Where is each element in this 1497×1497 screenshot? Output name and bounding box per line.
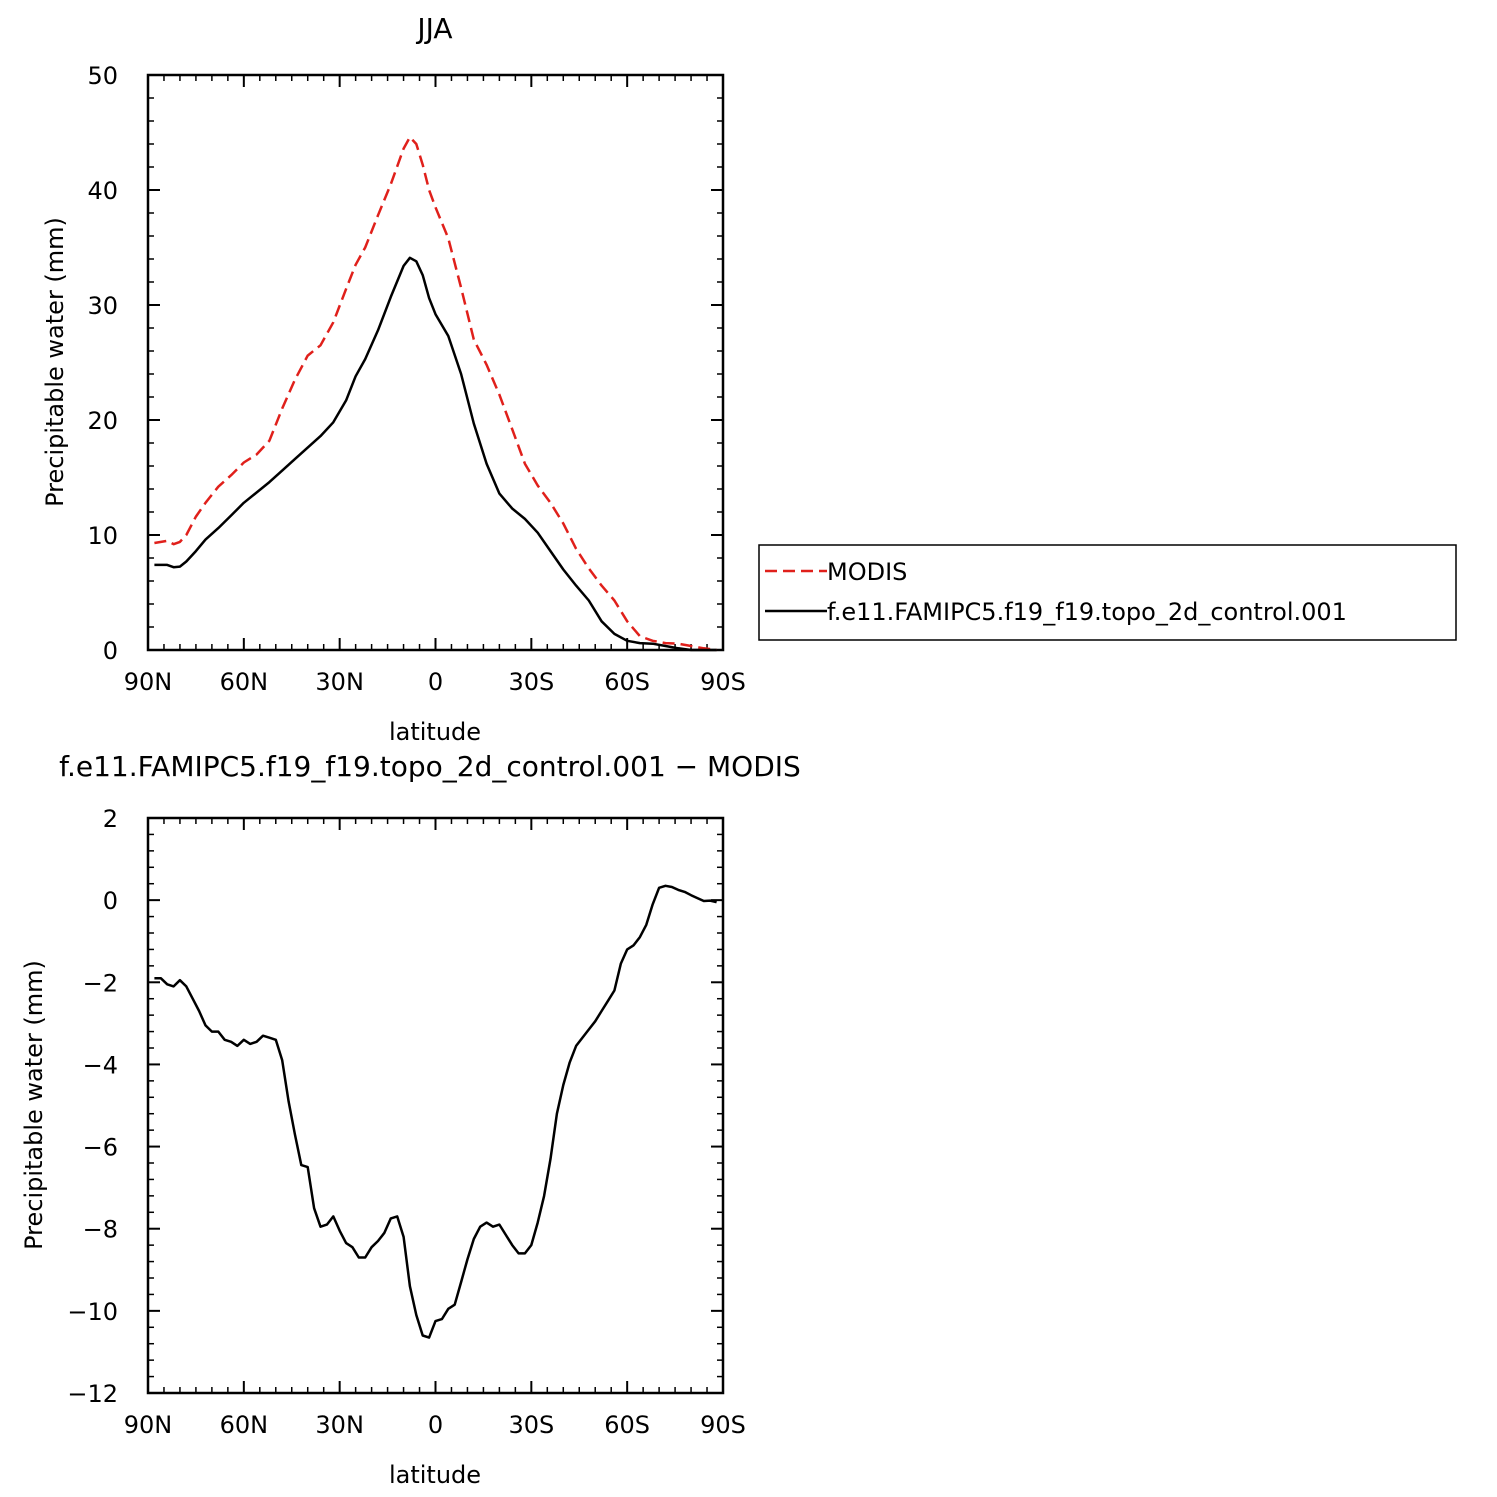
top-x-axis-title: latitude	[389, 718, 481, 746]
bottom-y-tick-label: −4	[83, 1051, 118, 1079]
bottom-panel: f.e11.FAMIPC5.f19_f19.topo_2d_control.00…	[20, 750, 801, 1489]
top-axis-ticks: 90N 60N 30N 0 30S 60S 90S 0 10 20 30 40 50	[87, 62, 745, 696]
bottom-series-line-0	[154, 884, 717, 1339]
bottom-y-tick-label: −6	[83, 1134, 118, 1162]
top-y-tick-label: 0	[103, 637, 118, 665]
top-x-tick-label: 60S	[604, 668, 650, 696]
top-y-tick-label: 20	[87, 407, 118, 435]
top-y-axis-title: Precipitable water (mm)	[41, 217, 69, 507]
bottom-x-tick-label: 90S	[700, 1411, 746, 1439]
top-panel: JJA 90N 60N 30N 0 30S 60S 90S 0 10 20 30 40 50 latit…	[41, 12, 1457, 746]
bottom-x-tick-label: 60N	[220, 1411, 269, 1439]
top-series-line-0	[154, 135, 717, 652]
legend-label-modis: MODIS	[827, 558, 907, 586]
top-x-tick-label: 60N	[220, 668, 269, 696]
bottom-x-tick-label: 0	[428, 1411, 443, 1439]
bottom-plot-frame	[146, 816, 725, 1395]
top-series-group	[154, 135, 717, 652]
bottom-axis-ticks: 90N 60N 30N 0 30S 60S 90S −12 −10 −8 −6 −4 −2 0 2	[67, 805, 746, 1439]
top-y-tick-label: 40	[87, 177, 118, 205]
bottom-y-tick-label: 0	[103, 887, 118, 915]
bottom-chart-title: f.e11.FAMIPC5.f19_f19.topo_2d_control.00…	[59, 750, 801, 783]
legend-box	[758, 544, 1457, 641]
top-chart-title: JJA	[415, 12, 452, 45]
top-plot-frame	[146, 73, 725, 652]
legend: MODIS f.e11.FAMIPC5.f19_f19.topo_2d_cont…	[758, 544, 1457, 641]
top-x-tick-label: 90N	[124, 668, 173, 696]
top-x-tick-label: 30S	[508, 668, 554, 696]
top-y-tick-label: 30	[87, 292, 118, 320]
bottom-y-tick-label: −10	[67, 1298, 118, 1326]
bottom-y-tick-label: −12	[67, 1380, 118, 1408]
top-x-tick-label: 90S	[700, 668, 746, 696]
bottom-x-tick-label: 60S	[604, 1411, 650, 1439]
bottom-y-axis-title: Precipitable water (mm)	[20, 960, 48, 1250]
top-y-tick-label: 10	[87, 522, 118, 550]
top-series-line-1	[154, 256, 717, 652]
top-x-tick-label: 0	[428, 668, 443, 696]
legend-label-model: f.e11.FAMIPC5.f19_f19.topo_2d_control.00…	[827, 598, 1347, 626]
bottom-x-axis-title: latitude	[389, 1461, 481, 1489]
bottom-x-tick-label: 90N	[124, 1411, 173, 1439]
bottom-y-tick-label: 2	[103, 805, 118, 833]
bottom-x-tick-label: 30N	[315, 1411, 364, 1439]
top-y-tick-label: 50	[87, 62, 118, 90]
bottom-x-tick-label: 30S	[508, 1411, 554, 1439]
bottom-y-tick-label: −2	[83, 969, 118, 997]
bottom-series-group	[154, 884, 717, 1339]
bottom-y-tick-label: −8	[83, 1216, 118, 1244]
top-x-tick-label: 30N	[315, 668, 364, 696]
